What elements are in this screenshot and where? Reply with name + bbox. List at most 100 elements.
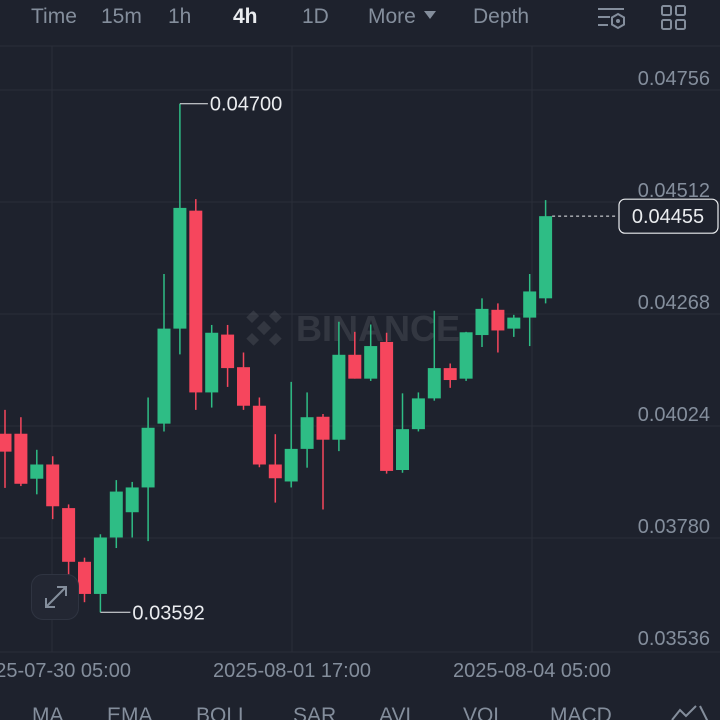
time-tick-label: 2025-07-30 05:00	[0, 660, 131, 682]
tab-4h[interactable]: 4h	[233, 5, 258, 28]
candle	[189, 199, 203, 410]
candle	[93, 534, 107, 613]
candle	[157, 274, 171, 432]
candle-body	[268, 464, 282, 479]
candle	[284, 381, 298, 488]
candle	[411, 392, 425, 432]
indicator-bar: MA EMA BOLL SAR AVL VOL MACD	[0, 700, 720, 720]
fullscreen-button[interactable]	[31, 574, 79, 620]
candle	[491, 303, 505, 353]
candle	[125, 481, 139, 538]
candle-body	[348, 354, 362, 379]
candle-body	[443, 368, 457, 381]
layout-grid-icon[interactable]	[660, 4, 688, 37]
candle	[173, 103, 187, 355]
candle-body	[539, 216, 553, 299]
time-tick-label: 2025-08-04 05:00	[453, 660, 611, 682]
price-axis: 0.04756 0.04512 0.04268 0.04024 0.03780 0.035…	[638, 68, 710, 650]
last-price-label: 0.04455	[632, 206, 704, 228]
high-marker-label: 0.04700	[210, 94, 282, 116]
candle-body	[316, 416, 330, 440]
candle-body	[396, 429, 409, 470]
candle	[221, 324, 235, 387]
candle	[268, 434, 282, 503]
candle-body	[491, 309, 505, 331]
candle-body	[14, 433, 28, 484]
indicator-avl[interactable]: AVL	[379, 704, 418, 720]
indicator-more-icon[interactable]	[670, 704, 710, 720]
candle	[507, 314, 521, 337]
tab-15m[interactable]: 15m	[101, 5, 142, 28]
candle	[205, 324, 219, 408]
price-tick-label: 0.03780	[638, 516, 710, 538]
candle-body	[93, 537, 107, 594]
candle	[427, 310, 441, 401]
chart-settings-icon[interactable]	[596, 4, 628, 37]
timeframe-toolbar: Time 15m 1h 4h 1D More Depth	[0, 0, 720, 40]
candle	[46, 456, 60, 520]
candle	[14, 417, 28, 487]
price-tick-label: 0.04756	[638, 68, 710, 90]
candle	[459, 331, 473, 381]
candles	[0, 103, 553, 613]
indicator-boll[interactable]: BOLL	[196, 704, 250, 720]
candle-body	[523, 291, 537, 318]
chevron-down-icon	[423, 11, 436, 20]
indicator-sar[interactable]: SAR	[293, 704, 337, 720]
candle-body	[252, 405, 266, 465]
candle	[348, 331, 362, 379]
last-price-tag: 0.04455	[552, 198, 719, 234]
more-dropdown[interactable]: More	[368, 5, 436, 29]
candle	[30, 449, 44, 495]
tab-1d[interactable]: 1D	[302, 5, 329, 28]
candle-body	[300, 417, 314, 449]
candle	[316, 414, 330, 510]
candle	[62, 504, 76, 578]
candle-body	[125, 487, 139, 513]
tab-time[interactable]: Time	[31, 5, 77, 28]
time-tick-label: 2025-08-01 17:00	[213, 660, 371, 682]
last-price-box	[618, 198, 719, 234]
chart-grid	[0, 45, 720, 653]
candle-body	[78, 561, 91, 594]
candle-body	[459, 332, 473, 379]
candle	[443, 363, 457, 388]
candle	[237, 352, 250, 410]
candle	[364, 324, 378, 381]
candle	[78, 557, 91, 603]
candle-body	[62, 508, 76, 562]
candle-body	[221, 334, 235, 369]
price-tick-label: 0.04268	[638, 292, 710, 314]
low-marker-label: 0.03592	[132, 602, 204, 624]
candle-body	[332, 354, 346, 440]
candle-body	[109, 491, 123, 538]
more-label: More	[368, 5, 416, 28]
indicator-macd[interactable]: MACD	[550, 704, 612, 720]
candle	[332, 321, 346, 452]
candle-body	[30, 464, 44, 479]
candle-body	[284, 448, 298, 482]
candle-body	[237, 367, 250, 406]
candle	[380, 332, 394, 474]
expand-arrows-icon	[45, 586, 67, 608]
tab-1h[interactable]: 1h	[168, 5, 192, 28]
candle	[475, 298, 489, 347]
candle-body	[46, 464, 60, 507]
candle-body	[475, 308, 489, 336]
tab-depth[interactable]: Depth	[473, 5, 530, 28]
price-tick-label: 0.04024	[638, 404, 710, 426]
indicator-ma[interactable]: MA	[32, 704, 64, 720]
price-tick-label: 0.04512	[638, 180, 710, 202]
candle	[396, 393, 409, 473]
candle	[523, 274, 537, 347]
candle	[109, 480, 123, 549]
indicator-vol[interactable]: VOL	[463, 704, 506, 720]
candle	[300, 392, 314, 468]
extreme-markers: 0.04700 0.03592	[100, 94, 282, 624]
indicator-ema[interactable]: EMA	[107, 704, 153, 720]
candle-body	[205, 332, 219, 393]
binance-watermark: BINANCE	[246, 308, 460, 349]
candle-body	[507, 317, 521, 329]
candle-body	[173, 207, 187, 329]
